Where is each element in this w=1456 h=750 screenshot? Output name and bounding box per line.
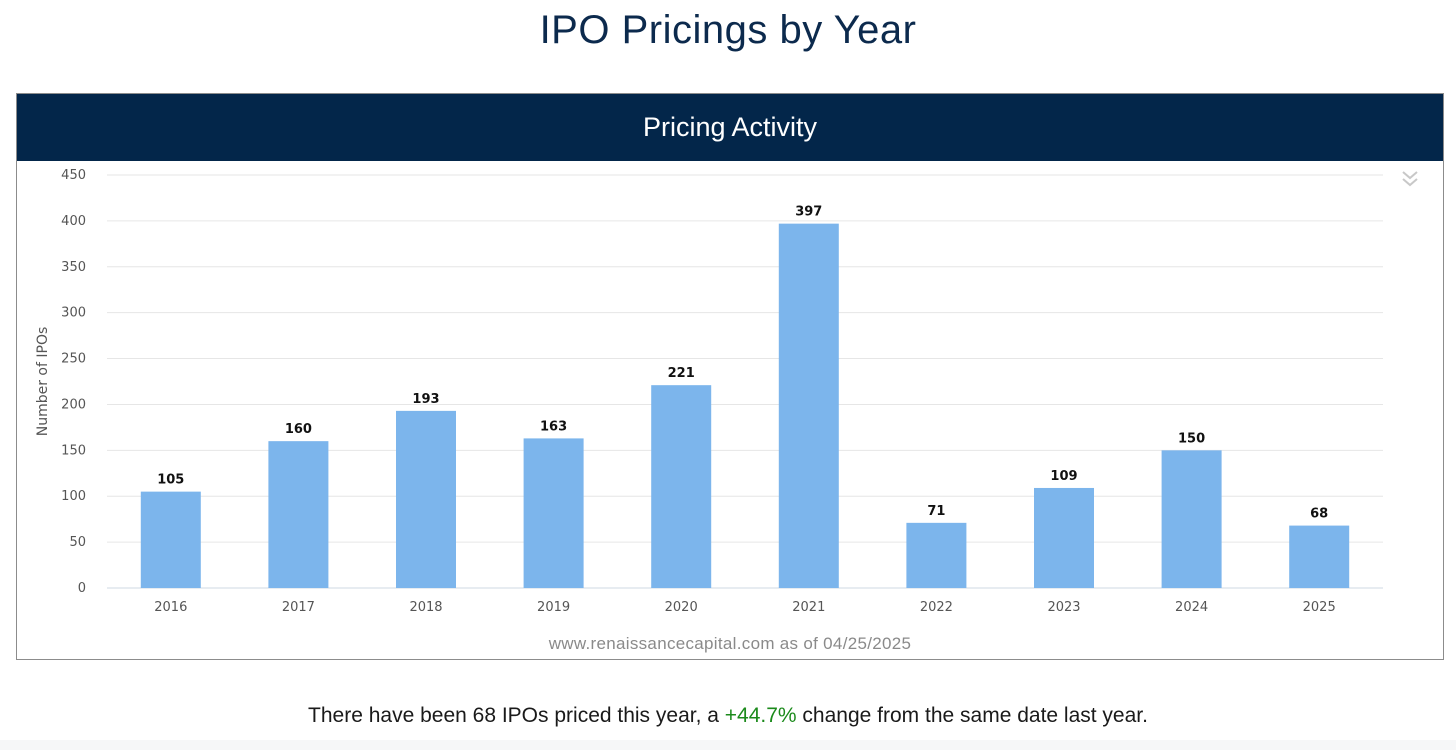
bar-data-label: 109: [1050, 469, 1077, 484]
x-tick-label: 2018: [409, 600, 442, 615]
x-tick-label: 2024: [1175, 600, 1208, 615]
panel-header: Pricing Activity: [17, 94, 1443, 161]
bar: [268, 441, 329, 588]
y-tick-label: 0: [78, 581, 86, 596]
bar-data-label: 68: [1310, 507, 1328, 522]
bar-data-label: 150: [1178, 431, 1205, 446]
bar: [1034, 487, 1094, 588]
y-axis-title: Number of IPOs: [35, 327, 51, 437]
bar-data-label: 397: [795, 205, 822, 220]
bar: [778, 223, 839, 589]
x-tick-label: 2023: [1047, 600, 1080, 615]
bar: [396, 410, 456, 588]
bar-data-label: 221: [668, 366, 695, 381]
y-tick-label: 250: [61, 352, 86, 367]
bar-data-label: 71: [927, 504, 945, 519]
summary-prefix: There have been 68 IPOs priced this year…: [308, 704, 725, 727]
bar: [1289, 525, 1350, 588]
x-tick-label: 2019: [537, 600, 570, 615]
y-tick-label: 350: [61, 260, 86, 275]
x-tick-label: 2021: [792, 600, 825, 615]
chevron-double-down-icon[interactable]: [1399, 168, 1421, 190]
bar-chart: 0 50 100 150 200 250 300 350 400 450 Number of IPO…: [35, 168, 1383, 615]
y-tick-label: 50: [69, 535, 86, 550]
bar-data-label: 163: [540, 419, 567, 434]
y-tick-label: 450: [61, 168, 86, 183]
summary-suffix: change from the same date last year.: [796, 704, 1148, 727]
y-tick-label: 300: [61, 306, 86, 321]
y-tick-label: 100: [61, 489, 86, 504]
source-watermark[interactable]: www.renaissancecapital.com as of 04/25/2…: [548, 634, 912, 653]
page-title: IPO Pricings by Year: [539, 8, 917, 52]
x-tick-label: 2016: [154, 600, 187, 615]
y-tick-label: 200: [61, 397, 86, 412]
summary-percent-change: +44.7%: [724, 704, 797, 727]
summary-text: There have been 68 IPOs priced this year…: [0, 704, 1456, 728]
bar: [523, 438, 584, 588]
x-tick-label: 2020: [665, 600, 698, 615]
bar: [651, 385, 712, 588]
bar-data-label: 105: [157, 473, 184, 488]
chart-panel: Pricing Activity 0 50 100 150 200 250 300 350 40…: [16, 93, 1444, 660]
bar-data-label: 160: [285, 422, 312, 437]
y-tick-label: 400: [61, 214, 86, 229]
bottom-band: [0, 740, 1456, 750]
bar: [1161, 450, 1222, 588]
bar-data-label: 193: [412, 392, 439, 407]
bar: [140, 491, 201, 588]
y-tick-label: 150: [61, 443, 86, 458]
x-tick-label: 2025: [1303, 600, 1336, 615]
x-tick-label: 2017: [282, 600, 315, 615]
bar: [906, 522, 967, 588]
panel-title: Pricing Activity: [642, 112, 818, 142]
x-tick-label: 2022: [920, 600, 953, 615]
